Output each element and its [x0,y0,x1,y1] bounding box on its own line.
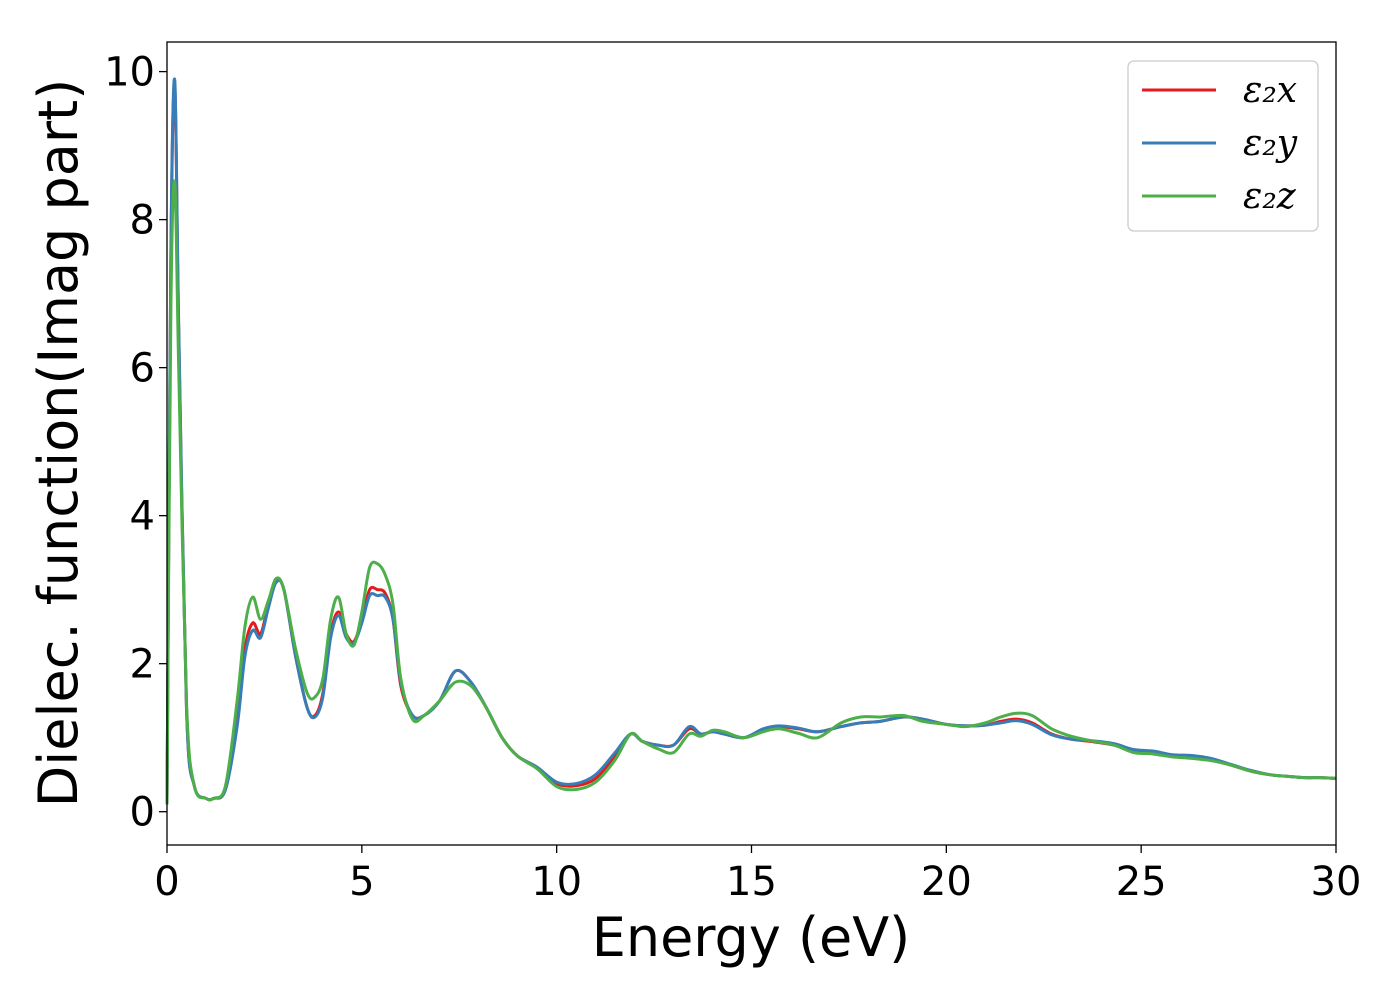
legend-label-y: ε₂y [1243,123,1298,164]
x-tick-label: 25 [1116,859,1167,905]
legend-label-z: ε₂z [1243,176,1297,217]
legend-label-x: ε₂x [1243,70,1297,111]
x-tick-label: 5 [349,859,374,905]
y-tick-label: 10 [104,50,155,96]
x-tick-label: 10 [531,859,582,905]
x-tick-label: 30 [1311,859,1362,905]
legend-box [1127,60,1319,232]
y-tick-label: 2 [130,642,155,688]
y-tick-label: 4 [130,494,155,540]
series-layer [165,77,1337,805]
series-line-z [165,179,1337,805]
x-axis-title: Energy (eV) [592,906,911,969]
y-tick-label: 8 [130,198,155,244]
series-line-y [165,77,1337,805]
x-tick-label: 20 [921,859,972,905]
x-tick-label: 0 [154,859,179,905]
legend: ε₂x ε₂y ε₂z [1127,60,1319,232]
y-tick-label: 0 [130,790,155,836]
x-axis-ticks: 0 5 10 15 20 25 30 [154,845,1361,905]
y-tick-label: 6 [130,346,155,392]
x-tick-label: 15 [726,859,777,905]
y-axis-ticks: 0 2 4 6 8 10 [104,50,167,836]
y-axis-title: Dielec. function(Imag part) [27,79,90,808]
